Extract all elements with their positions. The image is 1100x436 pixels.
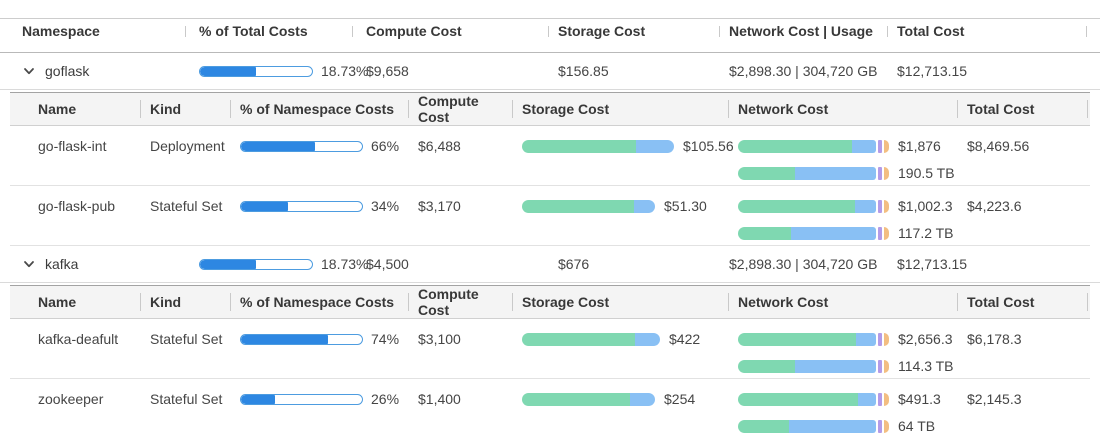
network-cost-value: $491.3 — [898, 391, 941, 407]
column-header-compute-cost: Compute Cost — [352, 19, 548, 44]
compute-cost-value: $9,658 — [366, 63, 409, 79]
workload-kind: Deployment — [150, 138, 225, 154]
cost-table: Namespace % of Total Costs Compute Cost … — [0, 18, 1100, 436]
pct-namespace-costs-value: 66% — [371, 138, 400, 154]
column-header-name: Name — [38, 294, 77, 310]
network-usage-bar — [738, 166, 889, 180]
total-cost-value: $4,223.6 — [967, 198, 1022, 214]
network-usage-value: 114.3 TB — [898, 358, 954, 374]
workloads-table-goflask: Name Kind % of Namespace Costs Compute C… — [10, 92, 1090, 246]
column-header-storage-cost: Storage Cost — [512, 286, 728, 318]
column-header-total-cost: Total Cost — [887, 19, 1100, 44]
total-cost-value: $6,178.3 — [967, 331, 1022, 347]
storage-cost-bar — [522, 139, 674, 153]
workload-row-go-flask-int[interactable]: go-flask-int Deployment 66% $6,488 $105.… — [10, 126, 1090, 186]
namespace-row-kafka[interactable]: kafka 18.73% $4,500 $676 $2,898.30 | 304… — [0, 246, 1100, 283]
chevron-down-icon[interactable] — [22, 257, 36, 271]
storage-cost-bar — [522, 199, 655, 213]
column-header-pct-namespace-costs: % of Namespace Costs — [230, 93, 408, 125]
workload-kind: Stateful Set — [150, 331, 223, 347]
column-header-pct-namespace-costs: % of Namespace Costs — [230, 286, 408, 318]
column-header-pct-total-costs: % of Total Costs — [185, 19, 352, 44]
workload-name: zookeeper — [38, 391, 104, 407]
storage-cost-value: $254 — [664, 391, 696, 407]
network-cost-bar — [738, 332, 889, 346]
namespace-name: goflask — [45, 63, 90, 79]
storage-cost-bar — [522, 392, 655, 406]
workload-name: go-flask-pub — [38, 198, 116, 214]
network-usage-bar — [738, 226, 889, 240]
column-header-network-cost: Network Cost — [728, 93, 957, 125]
storage-cost-value: $105.56 — [683, 138, 734, 154]
storage-cost-value: $676 — [558, 256, 590, 272]
pct-namespace-costs-bar — [240, 333, 363, 345]
storage-cost-value: $422 — [669, 331, 701, 347]
network-cost-bar — [738, 199, 889, 213]
column-header-network-cost: Network Cost — [728, 286, 957, 318]
pct-total-costs-value: 18.73% — [321, 256, 369, 272]
total-cost-value: $2,145.3 — [967, 391, 1022, 407]
compute-cost-value: $3,170 — [418, 198, 461, 214]
column-header-namespace: Namespace — [22, 23, 100, 40]
compute-cost-value: $3,100 — [418, 331, 461, 347]
workloads-table-kafka: Name Kind % of Namespace Costs Compute C… — [10, 285, 1090, 436]
pct-namespace-costs-value: 74% — [371, 331, 400, 347]
namespace-cost-table: Namespace % of Total Costs Compute Cost … — [0, 18, 1100, 436]
pct-namespace-costs-value: 34% — [371, 198, 400, 214]
chevron-down-icon[interactable] — [22, 64, 36, 78]
workload-name: go-flask-int — [38, 138, 107, 154]
column-header-network-cost-usage: Network Cost | Usage — [719, 19, 887, 44]
network-cost-usage-value: $2,898.30 | 304,720 GB — [729, 63, 878, 79]
network-usage-bar — [738, 419, 889, 433]
pct-total-costs-value: 18.73% — [321, 63, 369, 79]
total-cost-value: $12,713.15 — [897, 256, 968, 272]
compute-cost-value: $1,400 — [418, 391, 461, 407]
pct-namespace-costs-value: 26% — [371, 391, 400, 407]
network-usage-value: 117.2 TB — [898, 225, 954, 241]
total-cost-value: $12,713.15 — [897, 63, 968, 79]
column-header-kind: Kind — [140, 93, 230, 125]
storage-cost-value: $51.30 — [664, 198, 707, 214]
namespace-name: kafka — [45, 256, 79, 272]
column-header-kind: Kind — [140, 286, 230, 318]
network-cost-value: $1,876 — [898, 138, 941, 154]
network-usage-value: 64 TB — [898, 418, 936, 434]
workload-name: kafka-deafult — [38, 331, 119, 347]
network-usage-value: 190.5 TB — [898, 165, 955, 181]
total-cost-value: $8,469.56 — [967, 138, 1030, 154]
workload-row-zookeeper[interactable]: zookeeper Stateful Set 26% $1,400 $254 $… — [10, 379, 1090, 436]
workload-row-go-flask-pub[interactable]: go-flask-pub Stateful Set 34% $3,170 $51… — [10, 186, 1090, 246]
network-cost-value: $2,656.3 — [898, 331, 953, 347]
workloads-table-header: Name Kind % of Namespace Costs Compute C… — [10, 92, 1090, 126]
column-header-storage-cost: Storage Cost — [548, 19, 719, 44]
network-cost-bar — [738, 392, 889, 406]
pct-namespace-costs-bar — [240, 393, 363, 405]
workloads-table-header: Name Kind % of Namespace Costs Compute C… — [10, 285, 1090, 319]
network-cost-usage-value: $2,898.30 | 304,720 GB — [729, 256, 878, 272]
column-header-compute-cost: Compute Cost — [408, 286, 512, 318]
column-header-name: Name — [38, 101, 77, 117]
storage-cost-value: $156.85 — [558, 63, 609, 79]
network-cost-value: $1,002.3 — [898, 198, 953, 214]
compute-cost-value: $6,488 — [418, 138, 461, 154]
compute-cost-value: $4,500 — [366, 256, 409, 272]
column-header-total-cost: Total Cost — [957, 93, 1090, 125]
storage-cost-bar — [522, 332, 660, 346]
network-cost-bar — [738, 139, 889, 153]
workload-row-kafka-deafult[interactable]: kafka-deafult Stateful Set 74% $3,100 $4… — [10, 319, 1090, 379]
pct-namespace-costs-bar — [240, 200, 363, 212]
pct-total-costs-bar — [199, 258, 313, 270]
table-header: Namespace % of Total Costs Compute Cost … — [0, 19, 1100, 53]
column-header-total-cost: Total Cost — [957, 286, 1090, 318]
pct-total-costs-bar — [199, 65, 313, 77]
workload-kind: Stateful Set — [150, 198, 223, 214]
column-header-compute-cost: Compute Cost — [408, 93, 512, 125]
namespace-row-goflask[interactable]: goflask 18.73% $9,658 $156.85 $2,898.30 … — [0, 53, 1100, 90]
column-header-storage-cost: Storage Cost — [512, 93, 728, 125]
workload-kind: Stateful Set — [150, 391, 223, 407]
network-usage-bar — [738, 359, 889, 373]
pct-namespace-costs-bar — [240, 140, 363, 152]
